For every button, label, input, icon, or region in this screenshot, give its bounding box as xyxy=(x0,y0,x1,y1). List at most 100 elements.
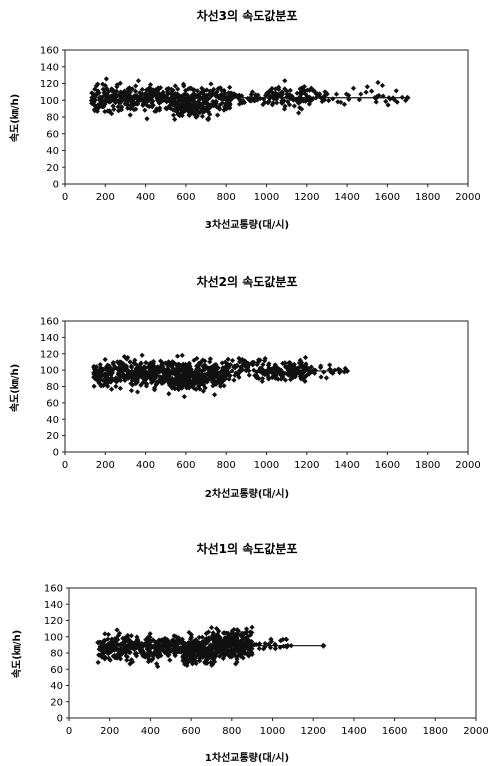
data-point xyxy=(210,90,216,96)
y-tick-label: 160 xyxy=(44,584,63,595)
data-point xyxy=(115,647,121,654)
data-point xyxy=(187,657,193,663)
data-point xyxy=(193,658,199,664)
data-point xyxy=(394,99,400,105)
data-point xyxy=(141,91,147,97)
data-point xyxy=(200,388,206,394)
data-point xyxy=(236,374,242,380)
data-point xyxy=(109,376,115,382)
data-point xyxy=(181,394,187,400)
data-point xyxy=(107,109,113,115)
data-point xyxy=(131,360,138,367)
data-point xyxy=(218,647,225,653)
data-point xyxy=(228,638,234,644)
data-point xyxy=(213,100,219,106)
x-tick-label: 200 xyxy=(96,192,115,203)
data-point xyxy=(151,369,157,375)
data-point xyxy=(142,653,148,659)
data-point xyxy=(332,367,338,373)
data-point xyxy=(197,110,203,116)
data-point xyxy=(125,635,131,642)
data-point xyxy=(143,383,150,389)
data-point xyxy=(153,381,160,387)
data-point xyxy=(135,644,142,650)
data-point xyxy=(303,96,309,102)
data-point xyxy=(153,366,159,372)
data-point xyxy=(169,362,175,368)
data-point xyxy=(210,656,217,663)
x-tick-label: 0 xyxy=(62,460,68,471)
data-point xyxy=(174,353,181,359)
data-point xyxy=(282,103,288,109)
y-tick-label: 120 xyxy=(40,79,59,90)
data-point xyxy=(144,98,151,104)
data-point xyxy=(121,641,128,647)
data-point xyxy=(237,632,244,638)
data-point xyxy=(321,97,328,103)
data-point xyxy=(93,83,99,89)
data-point xyxy=(125,105,131,111)
data-point xyxy=(164,372,170,379)
data-point xyxy=(158,358,164,364)
data-point xyxy=(135,637,141,643)
data-point xyxy=(152,91,159,97)
data-point xyxy=(227,654,233,660)
data-point xyxy=(198,104,204,110)
data-point xyxy=(259,378,265,384)
data-point xyxy=(190,102,196,108)
y-tick-label: 160 xyxy=(40,46,59,57)
data-point xyxy=(189,382,195,388)
data-point xyxy=(240,635,247,641)
data-point xyxy=(172,368,178,374)
data-point xyxy=(145,659,152,665)
data-point xyxy=(138,641,144,647)
data-point xyxy=(194,355,200,362)
data-point xyxy=(231,626,237,633)
data-point xyxy=(267,645,274,651)
data-point xyxy=(302,378,308,384)
data-point xyxy=(235,372,241,378)
data-point xyxy=(109,370,115,376)
data-point xyxy=(175,368,182,374)
data-point xyxy=(196,645,202,651)
data-point xyxy=(219,100,225,106)
data-point xyxy=(124,657,130,663)
data-point xyxy=(95,659,101,666)
data-point xyxy=(201,100,208,106)
data-point xyxy=(115,108,122,114)
data-point xyxy=(167,96,174,102)
x-tick-label: 0 xyxy=(66,726,72,737)
data-point xyxy=(364,84,370,90)
data-point xyxy=(119,651,125,657)
data-point xyxy=(239,630,245,636)
data-point xyxy=(183,380,190,387)
data-point xyxy=(187,636,194,642)
data-point xyxy=(226,96,232,102)
data-point xyxy=(161,379,167,385)
data-point xyxy=(190,652,196,658)
data-point xyxy=(164,645,171,652)
data-point xyxy=(243,368,249,374)
data-point xyxy=(363,89,369,95)
data-point xyxy=(219,94,225,101)
data-point xyxy=(297,86,303,92)
data-point xyxy=(102,371,108,377)
data-point xyxy=(350,85,357,91)
data-point xyxy=(146,364,152,370)
data-point xyxy=(282,377,289,383)
data-point xyxy=(201,108,207,114)
data-point xyxy=(150,358,157,365)
data-point xyxy=(113,383,119,390)
data-point xyxy=(143,369,149,376)
data-point xyxy=(220,655,226,662)
data-point xyxy=(113,375,119,381)
data-point xyxy=(199,89,205,95)
x-tick-label: 400 xyxy=(136,192,155,203)
data-point xyxy=(233,661,239,667)
data-point xyxy=(98,383,104,389)
data-point xyxy=(176,382,183,388)
data-point xyxy=(154,88,161,94)
data-point xyxy=(166,391,172,397)
